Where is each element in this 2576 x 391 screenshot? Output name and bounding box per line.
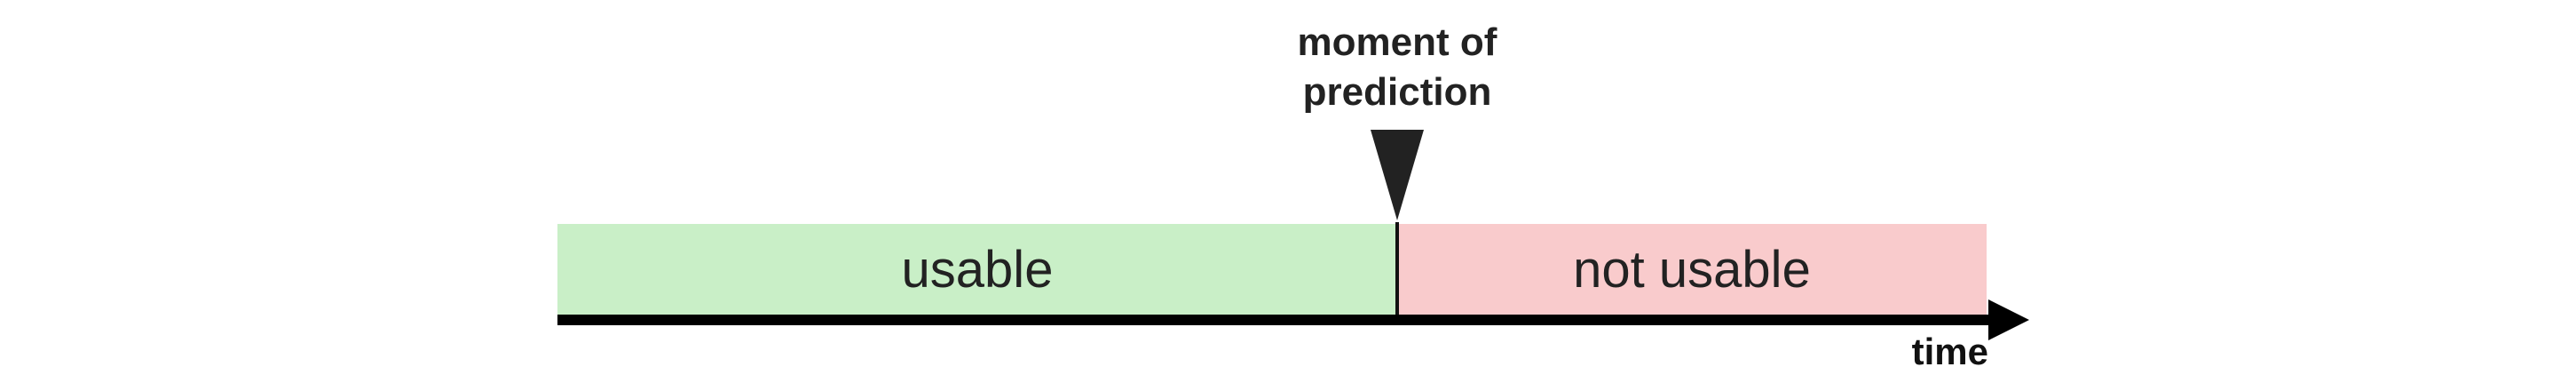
prediction-marker-label-line1: moment of	[1297, 20, 1497, 64]
usable-region-label: usable	[901, 240, 1054, 299]
prediction-marker-arrow-icon	[1371, 130, 1424, 220]
prediction-marker-label: moment of prediction	[1220, 18, 1575, 117]
time-axis-label: time	[1911, 331, 1988, 372]
prediction-marker-label-line2: prediction	[1302, 70, 1492, 114]
time-axis-line	[557, 315, 1995, 325]
prediction-divider-line	[1395, 222, 1399, 316]
not-usable-region-label: not usable	[1573, 240, 1811, 299]
not-usable-region: not usable	[1397, 224, 1987, 315]
usable-region: usable	[557, 224, 1397, 315]
time-axis-arrowhead-icon	[1988, 299, 2029, 340]
